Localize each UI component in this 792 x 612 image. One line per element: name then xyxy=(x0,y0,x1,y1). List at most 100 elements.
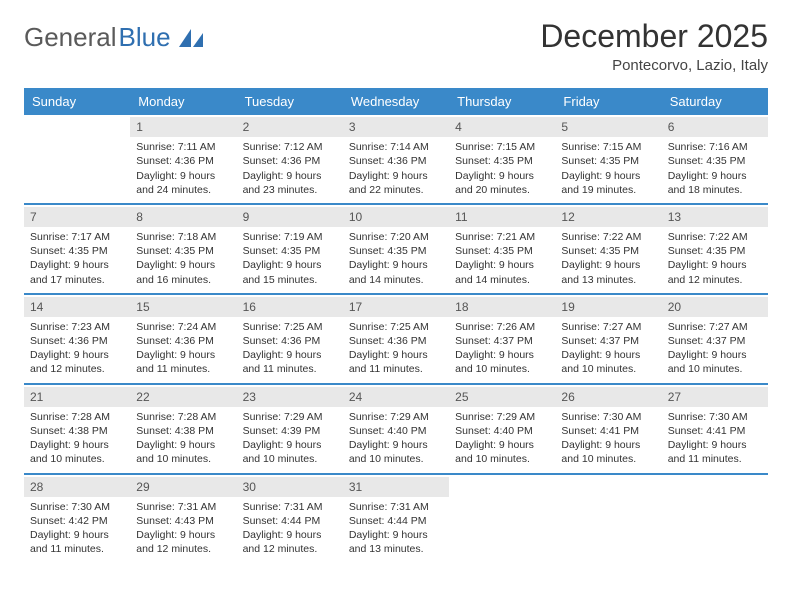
daylight-text: and 13 minutes. xyxy=(561,273,655,287)
daylight-text: and 17 minutes. xyxy=(30,273,124,287)
daylight-text: Daylight: 9 hours xyxy=(561,438,655,452)
daylight-text: Daylight: 9 hours xyxy=(349,438,443,452)
sunrise-text: Sunrise: 7:30 AM xyxy=(668,410,762,424)
logo-sail-icon xyxy=(177,27,205,49)
dayname-mon: Monday xyxy=(130,88,236,115)
sunset-text: Sunset: 4:35 PM xyxy=(561,244,655,258)
day-cell: 18Sunrise: 7:26 AMSunset: 4:37 PMDayligh… xyxy=(449,295,555,383)
day-number: 22 xyxy=(130,387,236,407)
sunset-text: Sunset: 4:42 PM xyxy=(30,514,124,528)
day-cell: 13Sunrise: 7:22 AMSunset: 4:35 PMDayligh… xyxy=(662,205,768,293)
day-cell: 14Sunrise: 7:23 AMSunset: 4:36 PMDayligh… xyxy=(24,295,130,383)
day-number: 24 xyxy=(343,387,449,407)
day-cell xyxy=(662,475,768,563)
sunrise-text: Sunrise: 7:11 AM xyxy=(136,140,230,154)
header: GeneralBlue December 2025 Pontecorvo, La… xyxy=(24,18,768,74)
daylight-text: and 10 minutes. xyxy=(136,452,230,466)
dayname-thu: Thursday xyxy=(449,88,555,115)
day-cell: 15Sunrise: 7:24 AMSunset: 4:36 PMDayligh… xyxy=(130,295,236,383)
sunrise-text: Sunrise: 7:24 AM xyxy=(136,320,230,334)
day-cell: 6Sunrise: 7:16 AMSunset: 4:35 PMDaylight… xyxy=(662,115,768,203)
sunrise-text: Sunrise: 7:30 AM xyxy=(30,500,124,514)
day-number: 23 xyxy=(237,387,343,407)
sunrise-text: Sunrise: 7:27 AM xyxy=(561,320,655,334)
daylight-text: and 11 minutes. xyxy=(349,362,443,376)
daylight-text: and 10 minutes. xyxy=(30,452,124,466)
daylight-text: Daylight: 9 hours xyxy=(455,348,549,362)
sunrise-text: Sunrise: 7:12 AM xyxy=(243,140,337,154)
day-cell: 19Sunrise: 7:27 AMSunset: 4:37 PMDayligh… xyxy=(555,295,661,383)
day-number: 7 xyxy=(24,207,130,227)
day-cell: 27Sunrise: 7:30 AMSunset: 4:41 PMDayligh… xyxy=(662,385,768,473)
day-cell xyxy=(555,475,661,563)
daylight-text: and 11 minutes. xyxy=(668,452,762,466)
sunrise-text: Sunrise: 7:29 AM xyxy=(349,410,443,424)
daylight-text: Daylight: 9 hours xyxy=(349,169,443,183)
day-cell: 1Sunrise: 7:11 AMSunset: 4:36 PMDaylight… xyxy=(130,115,236,203)
day-number xyxy=(662,477,768,497)
sunset-text: Sunset: 4:40 PM xyxy=(455,424,549,438)
month-title: December 2025 xyxy=(540,18,768,55)
sunrise-text: Sunrise: 7:21 AM xyxy=(455,230,549,244)
daylight-text: Daylight: 9 hours xyxy=(30,528,124,542)
sunrise-text: Sunrise: 7:31 AM xyxy=(243,500,337,514)
daylight-text: Daylight: 9 hours xyxy=(136,528,230,542)
daylight-text: and 11 minutes. xyxy=(136,362,230,376)
daylight-text: and 19 minutes. xyxy=(561,183,655,197)
day-cell: 30Sunrise: 7:31 AMSunset: 4:44 PMDayligh… xyxy=(237,475,343,563)
day-cell: 26Sunrise: 7:30 AMSunset: 4:41 PMDayligh… xyxy=(555,385,661,473)
day-number: 8 xyxy=(130,207,236,227)
sunset-text: Sunset: 4:43 PM xyxy=(136,514,230,528)
logo: GeneralBlue xyxy=(24,18,205,53)
sunset-text: Sunset: 4:35 PM xyxy=(349,244,443,258)
week-row: 21Sunrise: 7:28 AMSunset: 4:38 PMDayligh… xyxy=(24,385,768,475)
day-cell: 17Sunrise: 7:25 AMSunset: 4:36 PMDayligh… xyxy=(343,295,449,383)
daylight-text: and 11 minutes. xyxy=(243,362,337,376)
sunrise-text: Sunrise: 7:28 AM xyxy=(30,410,124,424)
sunset-text: Sunset: 4:35 PM xyxy=(30,244,124,258)
day-number: 17 xyxy=(343,297,449,317)
day-cell: 7Sunrise: 7:17 AMSunset: 4:35 PMDaylight… xyxy=(24,205,130,293)
day-cell: 4Sunrise: 7:15 AMSunset: 4:35 PMDaylight… xyxy=(449,115,555,203)
daylight-text: Daylight: 9 hours xyxy=(561,169,655,183)
sunrise-text: Sunrise: 7:22 AM xyxy=(561,230,655,244)
sunset-text: Sunset: 4:44 PM xyxy=(349,514,443,528)
daylight-text: and 20 minutes. xyxy=(455,183,549,197)
daylight-text: and 10 minutes. xyxy=(243,452,337,466)
sunrise-text: Sunrise: 7:29 AM xyxy=(455,410,549,424)
sunset-text: Sunset: 4:38 PM xyxy=(136,424,230,438)
week-row: 28Sunrise: 7:30 AMSunset: 4:42 PMDayligh… xyxy=(24,475,768,563)
daylight-text: and 10 minutes. xyxy=(668,362,762,376)
daylight-text: Daylight: 9 hours xyxy=(455,438,549,452)
daylight-text: and 10 minutes. xyxy=(455,452,549,466)
day-number: 15 xyxy=(130,297,236,317)
daylight-text: and 12 minutes. xyxy=(136,542,230,556)
dayname-sat: Saturday xyxy=(662,88,768,115)
day-cell: 3Sunrise: 7:14 AMSunset: 4:36 PMDaylight… xyxy=(343,115,449,203)
sunset-text: Sunset: 4:36 PM xyxy=(243,154,337,168)
day-number xyxy=(555,477,661,497)
daylight-text: Daylight: 9 hours xyxy=(243,528,337,542)
day-cell: 31Sunrise: 7:31 AMSunset: 4:44 PMDayligh… xyxy=(343,475,449,563)
sunset-text: Sunset: 4:36 PM xyxy=(349,154,443,168)
daylight-text: and 12 minutes. xyxy=(243,542,337,556)
sunset-text: Sunset: 4:35 PM xyxy=(561,154,655,168)
sunrise-text: Sunrise: 7:28 AM xyxy=(136,410,230,424)
sunset-text: Sunset: 4:37 PM xyxy=(668,334,762,348)
daylight-text: Daylight: 9 hours xyxy=(668,348,762,362)
sunrise-text: Sunrise: 7:29 AM xyxy=(243,410,337,424)
day-number: 19 xyxy=(555,297,661,317)
day-cell: 2Sunrise: 7:12 AMSunset: 4:36 PMDaylight… xyxy=(237,115,343,203)
day-number: 11 xyxy=(449,207,555,227)
daylight-text: Daylight: 9 hours xyxy=(561,258,655,272)
daylight-text: Daylight: 9 hours xyxy=(349,348,443,362)
day-number: 10 xyxy=(343,207,449,227)
day-number: 12 xyxy=(555,207,661,227)
sunrise-text: Sunrise: 7:30 AM xyxy=(561,410,655,424)
sunrise-text: Sunrise: 7:14 AM xyxy=(349,140,443,154)
daylight-text: and 10 minutes. xyxy=(349,452,443,466)
sunrise-text: Sunrise: 7:23 AM xyxy=(30,320,124,334)
day-number: 20 xyxy=(662,297,768,317)
sunset-text: Sunset: 4:39 PM xyxy=(243,424,337,438)
sunset-text: Sunset: 4:37 PM xyxy=(561,334,655,348)
